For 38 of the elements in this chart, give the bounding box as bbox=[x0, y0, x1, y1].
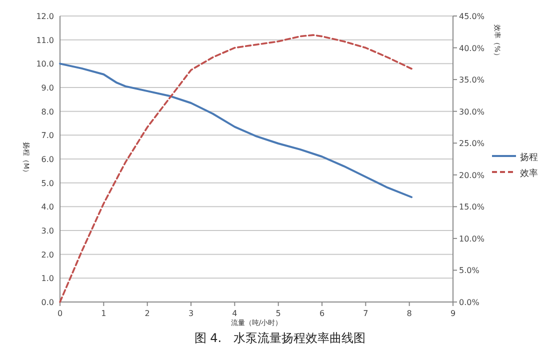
legend-label: 扬程 bbox=[520, 152, 538, 163]
y-tick-label: 11.0 bbox=[36, 36, 54, 45]
y2-tick-label: 5.0% bbox=[459, 266, 480, 276]
y2-tick-label: 40.0% bbox=[459, 44, 485, 53]
y-tick-label: 3.0 bbox=[41, 226, 54, 236]
y2-tick-label: 35.0% bbox=[459, 76, 485, 85]
y-tick-label: 8.0 bbox=[41, 107, 54, 116]
y2-tick-label: 20.0% bbox=[459, 170, 485, 180]
x-tick-label: 0 bbox=[57, 309, 63, 318]
x-tick-label: 2 bbox=[144, 309, 150, 318]
y-tick-label: 0.0 bbox=[41, 298, 54, 307]
y-tick-label: 1.0 bbox=[41, 274, 54, 284]
x-tick-label: 7 bbox=[363, 309, 368, 318]
x-tick-label: 4 bbox=[232, 309, 238, 318]
x-tick-label: 9 bbox=[450, 309, 456, 318]
y2-tick-label: 0.0% bbox=[459, 298, 480, 307]
y-tick-label: 5.0 bbox=[41, 178, 54, 188]
y-tick-label: 6.0 bbox=[41, 155, 54, 164]
line-series bbox=[59, 62, 413, 198]
line-series bbox=[59, 34, 412, 303]
y2-tick-label: 45.0% bbox=[459, 12, 485, 21]
caption: 图 4. 水泵流量扬程效率曲线图 bbox=[194, 331, 366, 345]
y-tick-label: 7.0 bbox=[41, 131, 54, 140]
y2-tick-label: 25.0% bbox=[459, 139, 485, 148]
x-tick-label: 1 bbox=[101, 309, 106, 318]
y-tick-label: 10.0 bbox=[36, 60, 54, 69]
legend-label: 效率 bbox=[520, 168, 538, 179]
y-tick-label: 9.0 bbox=[41, 84, 54, 92]
y2-tick-label: 30.0% bbox=[459, 107, 485, 116]
x-tick-label: 8 bbox=[406, 309, 412, 318]
x-tick-label: 5 bbox=[276, 309, 281, 318]
y2-tick-label: 15.0% bbox=[459, 202, 485, 212]
y-tick-label: 4.0 bbox=[41, 202, 54, 212]
x-tick-label: 6 bbox=[319, 309, 325, 318]
y2-tick-label: 10.0% bbox=[459, 234, 485, 244]
y-tick-label: 12.0 bbox=[36, 12, 54, 21]
x-tick-label: 3 bbox=[188, 309, 194, 318]
y-tick-label: 2.0 bbox=[41, 250, 54, 260]
